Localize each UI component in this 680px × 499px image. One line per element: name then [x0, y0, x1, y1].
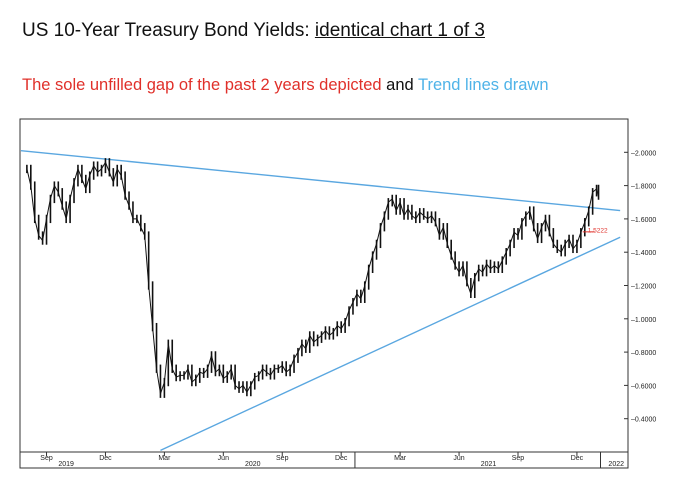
title-prefix: US 10-Year Treasury Bond Yields: — [22, 20, 315, 41]
lower-trendline — [160, 236, 621, 451]
y-tick-label: –0.6000 — [631, 383, 656, 390]
x-year-label: 2022 — [608, 461, 624, 468]
x-tick-label: Dec — [335, 455, 348, 462]
yield-series-line — [26, 161, 599, 394]
x-year-label: 2019 — [58, 461, 74, 468]
y-tick-label: –2.0000 — [631, 150, 656, 157]
x-tick-label: Mar — [394, 455, 407, 462]
x-tick-label: Sep — [276, 455, 289, 462]
subtitle-and: and — [381, 76, 418, 94]
y-tick-label: –0.8000 — [631, 350, 656, 357]
subtitle: The sole unfilled gap of the past 2 year… — [22, 76, 549, 95]
subtitle-gap-note: The sole unfilled gap of the past 2 year… — [22, 76, 382, 94]
x-tick-label: Jun — [218, 455, 229, 462]
title-underlined: identical chart 1 of 3 — [314, 20, 485, 41]
x-year-label: 2020 — [245, 461, 261, 468]
y-tick-label: –1.2000 — [631, 284, 656, 291]
x-tick-label: Sep — [512, 455, 525, 462]
x-year-label: 2021 — [481, 461, 497, 468]
subtitle-trendline-note: Trend lines drawn — [417, 76, 549, 94]
y-tick-label: –1.6000 — [631, 217, 656, 224]
y-tick-label: –1.4000 — [631, 250, 656, 257]
y-tick-label: –0.4000 — [631, 417, 656, 424]
chart-frame — [19, 118, 629, 469]
x-tick-label: Mar — [158, 455, 171, 462]
upper-trendline — [20, 149, 621, 212]
x-tick-label: Dec — [571, 455, 584, 462]
gap-label: 1.5222 — [588, 227, 608, 234]
y-tick-label: –1.8000 — [631, 184, 656, 191]
x-tick-label: Dec — [99, 455, 112, 462]
y-tick-label: –1.0000 — [631, 317, 656, 324]
page-title: US 10-Year Treasury Bond Yields: identic… — [22, 20, 485, 42]
x-tick-label: Jun — [453, 455, 464, 462]
x-tick-label: Sep — [40, 455, 53, 462]
